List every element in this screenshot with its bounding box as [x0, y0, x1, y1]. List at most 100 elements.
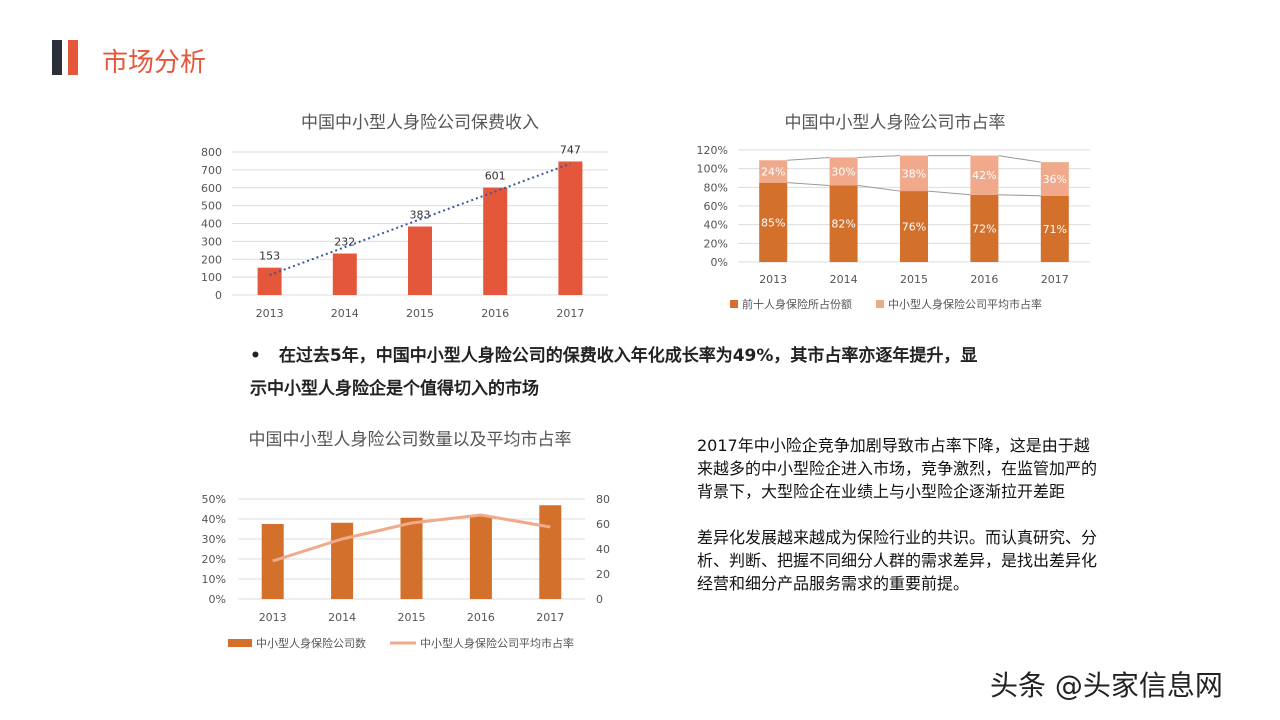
y-tick-label-left: 30% [202, 533, 226, 546]
series-line [998, 155, 1041, 163]
chart1: 0100200300400500600700800153201323220143… [201, 143, 608, 320]
description: 2017年中小险企竞争加剧导致市占率下降，这是由于越来越多的中小型险企进入市场，… [697, 434, 1097, 595]
bar [539, 505, 562, 599]
bar [483, 187, 508, 295]
data-label: 72% [972, 222, 996, 235]
chart3-title: 中国中小型人身险公司数量以及平均市占率 [248, 430, 572, 450]
y-tick-label: 200 [201, 253, 222, 266]
x-tick-label: 2017 [536, 611, 564, 624]
bullet-content: 在过去5年，中国中小型人身险公司的保费收入年化成长率为49%，其市占率亦逐年提升… [250, 346, 978, 399]
y-tick-label-left: 50% [202, 493, 226, 506]
x-tick-label: 2015 [900, 273, 928, 286]
legend-swatch [228, 639, 252, 647]
y-tick-label: 40% [704, 219, 728, 232]
series-line [927, 190, 971, 196]
bar [400, 517, 423, 599]
x-tick-label: 2016 [481, 307, 509, 320]
title-bar-dark [52, 40, 62, 75]
x-tick-label: 2014 [331, 307, 359, 320]
page-title: 市场分析 [102, 48, 207, 78]
y-tick-label-right: 60 [596, 518, 610, 531]
y-tick-label-right: 40 [596, 543, 610, 556]
bar-sme [900, 155, 928, 192]
bar-sme [759, 160, 788, 183]
data-label: 85% [761, 216, 785, 229]
bar-sme [829, 157, 858, 186]
series-line [857, 184, 901, 192]
y-tick-label: 100 [201, 271, 222, 284]
data-label: 71% [1043, 223, 1067, 236]
series-line [787, 182, 830, 186]
y-tick-label: 300 [201, 235, 222, 248]
y-tick-label: 20% [704, 237, 728, 250]
x-tick-label: 2017 [556, 307, 584, 320]
bar [331, 522, 354, 599]
y-tick-label: 800 [201, 146, 222, 159]
x-tick-label: 2014 [830, 273, 858, 286]
y-tick-label: 600 [201, 182, 222, 195]
bar [469, 516, 492, 599]
y-tick-label-left: 0% [209, 593, 226, 606]
legend-swatch [876, 300, 884, 308]
legend-label: 中小型人身保险公司数 [256, 636, 366, 650]
bar-sme [970, 155, 999, 195]
title-bar-accent [68, 40, 78, 75]
legend-swatch [730, 300, 738, 308]
chart3: 0% 10% 20% 30% 40% 50% 0 20 40 60 80 2013 2014 2015 20… [202, 493, 610, 650]
y-tick-label: 80% [704, 181, 728, 194]
trendline [269, 162, 571, 276]
chart2-title: 中国中小型人身险公司市占率 [784, 113, 1006, 133]
chart1-title: 中国中小型人身险公司保费收入 [301, 113, 539, 133]
bar-sme [1040, 162, 1069, 196]
x-tick-label: 2017 [1041, 273, 1069, 286]
bar-top10 [900, 191, 928, 262]
data-label: 76% [902, 221, 926, 234]
data-label: 153 [259, 250, 280, 263]
bar [408, 226, 432, 295]
series-line [998, 194, 1041, 197]
y-tick-label: 0 [215, 289, 222, 302]
bar [558, 161, 583, 295]
y-tick-label: 400 [201, 218, 222, 231]
x-tick-label: 2013 [759, 273, 787, 286]
y-tick-label-left: 10% [202, 573, 226, 586]
y-tick-label-left: 20% [202, 553, 226, 566]
bar [261, 524, 284, 599]
y-tick-label: 100% [697, 163, 728, 176]
legend-label: 前十人身保险所占份额 [742, 297, 852, 311]
x-tick-label: 2013 [259, 611, 287, 624]
y-tick-label-right: 80 [596, 493, 610, 506]
x-tick-label: 2013 [256, 307, 284, 320]
series-line [857, 155, 901, 158]
data-label: 38% [902, 167, 926, 180]
series-line [272, 513, 551, 563]
y-tick-label-right: 20 [596, 568, 610, 581]
data-label: 36% [1043, 173, 1067, 186]
watermark: 头条 @头家信息网 [990, 669, 1223, 702]
paragraph-1: 2017年中小险企竞争加剧导致市占率下降，这是由于越来越多的中小型险企进入市场，… [697, 436, 1098, 501]
x-tick-label: 2015 [398, 611, 426, 624]
legend-label: 中小型人身保险公司平均市占率 [888, 297, 1042, 311]
bar-top10 [759, 182, 788, 262]
x-tick-label: 2014 [328, 611, 356, 624]
x-tick-label: 2016 [970, 273, 998, 286]
bullet-icon: • [250, 346, 261, 366]
y-tick-label: 60% [704, 200, 728, 213]
bar-top10 [1040, 195, 1069, 262]
bar-top10 [970, 194, 999, 262]
data-label: 747 [560, 143, 581, 156]
y-tick-label: 700 [201, 164, 222, 177]
data-label: 601 [485, 170, 506, 183]
y-tick-label: 120% [697, 144, 728, 157]
data-label: 24% [761, 165, 785, 178]
chart2: 0% 20% 40% 60% 80% 100% 120% 85% 24% 2013 82% 30% 20… [697, 144, 1090, 311]
bullet-text: • 在过去5年，中国中小型人身险公司的保费收入年化成长率为49%，其市占率亦逐年提… [250, 340, 990, 406]
data-label: 42% [972, 169, 996, 182]
y-tick-label: 500 [201, 200, 222, 213]
data-label: 82% [831, 218, 855, 231]
legend-label: 中小型人身保险公司平均市占率 [420, 636, 574, 650]
x-tick-label: 2015 [406, 307, 434, 320]
paragraph-2: 差异化发展越来越成为保险行业的共识。而认真研究、分析、判断、把握不同细分人群的需… [697, 528, 1098, 593]
data-label: 30% [831, 165, 855, 178]
y-tick-label-right: 0 [596, 593, 603, 606]
